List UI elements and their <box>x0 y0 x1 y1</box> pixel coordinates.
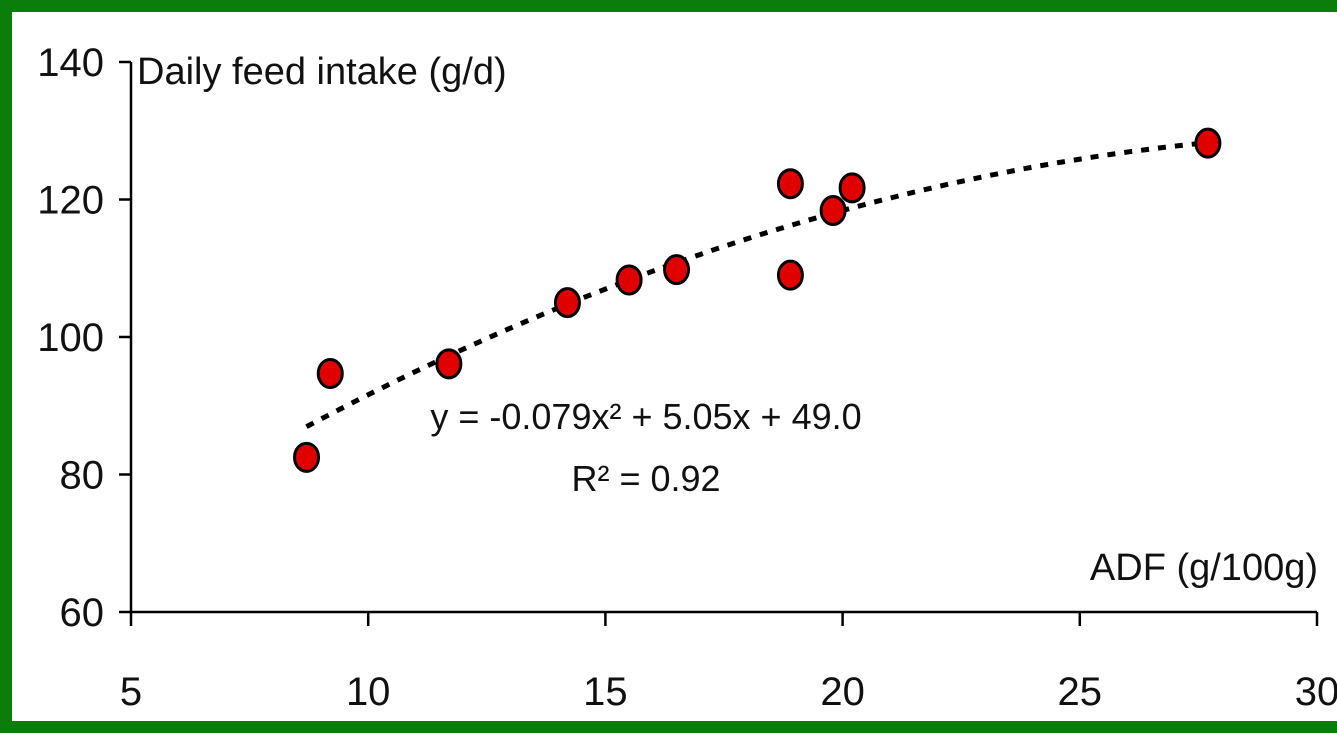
data-point <box>293 441 321 473</box>
y-tick-label: 120 <box>37 179 104 223</box>
x-tick-label: 20 <box>820 670 865 714</box>
x-tick-label: 30 <box>1295 670 1337 714</box>
x-axis-title: ADF (g/100g) <box>1090 547 1318 589</box>
x-tick-label: 25 <box>1058 670 1103 714</box>
r-squared-label: R² = 0.92 <box>571 458 720 499</box>
data-point <box>316 357 344 389</box>
data-points <box>293 127 1222 473</box>
y-tick-label: 80 <box>60 454 105 498</box>
y-tick-label: 60 <box>60 591 105 635</box>
data-point <box>615 264 643 296</box>
data-point <box>838 172 866 204</box>
axes: 5 10 15 20 25 30 60 80 100 120 140 <box>37 41 1337 714</box>
trendline-group <box>305 140 1209 429</box>
data-point <box>663 254 691 286</box>
x-tick-label: 10 <box>346 670 391 714</box>
chart-texts: Daily feed intake (g/d) ADF (g/100g) y =… <box>137 51 1318 589</box>
x-tick-label: 5 <box>120 670 142 714</box>
trendline-equation: y = -0.079x² + 5.05x + 49.0 <box>430 396 861 437</box>
data-point <box>553 287 581 319</box>
data-point <box>776 168 804 200</box>
data-point <box>1194 127 1222 159</box>
y-tick-label: 140 <box>37 41 104 85</box>
x-tick-label: 15 <box>583 670 628 714</box>
y-tick-label: 100 <box>37 316 104 360</box>
y-axis-title: Daily feed intake (g/d) <box>137 51 507 93</box>
trendline <box>305 140 1209 429</box>
data-point <box>776 259 804 291</box>
data-point <box>435 348 463 380</box>
data-point <box>819 195 847 226</box>
